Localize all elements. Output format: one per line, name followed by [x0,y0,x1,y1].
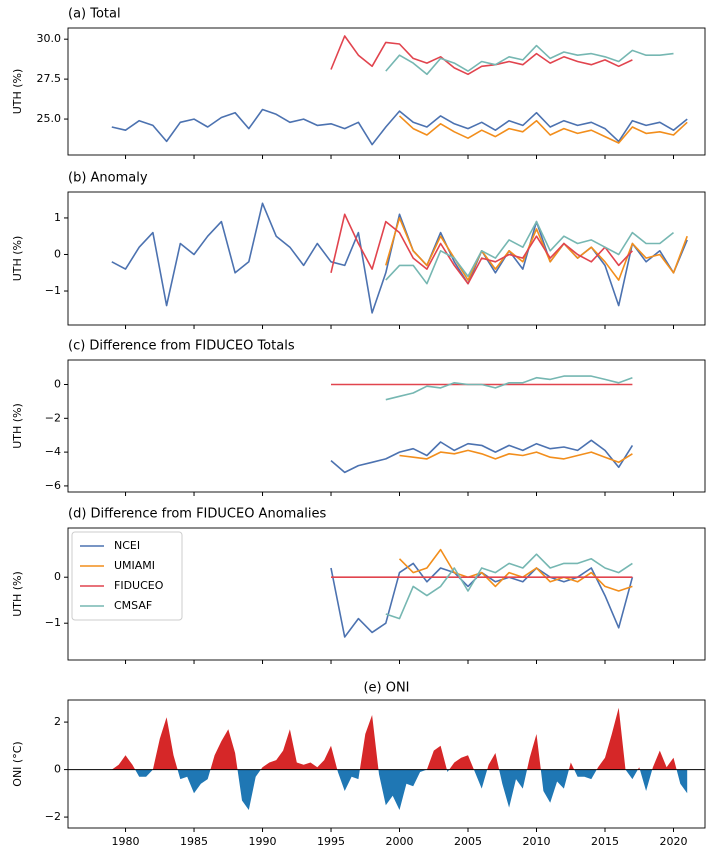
legend-label: FIDUCEO [114,579,164,592]
series-line [111,108,688,146]
x-tick-label: 2005 [454,835,482,848]
plot-area [330,375,634,474]
y-tick-label: 0 [54,378,61,391]
y-tick-label: 0 [54,763,61,776]
x-tick-label: 1980 [112,835,140,848]
y-axis-label: ONI (°C) [11,741,24,786]
x-tick-label: 1990 [249,835,277,848]
y-tick-label: 27.5 [37,72,62,85]
series-line [385,44,674,76]
axes-frame [67,359,706,493]
y-tick-label: −4 [45,445,61,458]
x-tick-label: 1985 [180,835,208,848]
y-axis-label: UTH (%) [11,403,24,449]
y-tick-label: −6 [45,479,61,492]
y-tick-label: 2 [54,715,61,728]
y-axis-label: UTH (%) [11,69,24,115]
x-tick-label: 2010 [523,835,551,848]
y-axis-label: UTH (%) [11,236,24,282]
oni-area-pos [111,707,677,770]
series-line [330,439,634,474]
x-tick-label: 1995 [317,835,345,848]
plot-area [68,707,705,810]
panel-title: (e) ONI [363,681,409,696]
plot-area [111,202,688,314]
y-tick-label: −1 [45,284,61,297]
series-line [398,115,688,144]
series-line [330,35,633,76]
series-line [330,213,633,285]
series-line [385,375,633,401]
x-tick-label: 2000 [386,835,414,848]
series-line [385,217,688,281]
axes-frame [67,699,706,829]
legend-box [71,531,183,621]
x-tick-label: 2020 [659,835,687,848]
axes-frame [67,191,706,326]
y-tick-label: −1 [45,616,61,629]
y-tick-label: −2 [45,810,61,823]
panel-title: (a) Total [68,7,121,22]
axes-frame [67,527,706,661]
y-axis-label: UTH (%) [11,571,24,617]
y-tick-label: 1 [54,211,61,224]
x-tick-label: 2015 [591,835,619,848]
series-line [398,548,633,592]
y-tick-label: −2 [45,411,61,424]
series-line [399,449,633,464]
panel-title: (c) Difference from FIDUCEO Totals [68,339,295,354]
plot-area [330,548,634,638]
panel-title: (b) Anomaly [68,171,148,186]
y-tick-label: 0 [54,247,61,260]
oni-area-neg [111,769,688,810]
y-tick-label: 30.0 [37,32,62,45]
axes-frame [67,27,706,156]
legend-label: UMIAMI [114,559,155,572]
panel-title: (d) Difference from FIDUCEO Anomalies [68,507,326,522]
y-tick-label: 0 [54,570,61,583]
legend-label: CMSAF [114,599,152,612]
y-tick-label: 25.0 [37,112,62,125]
series-line [385,553,633,620]
series-line [385,220,674,285]
legend-label: NCEI [114,539,140,552]
plot-area [111,35,688,146]
